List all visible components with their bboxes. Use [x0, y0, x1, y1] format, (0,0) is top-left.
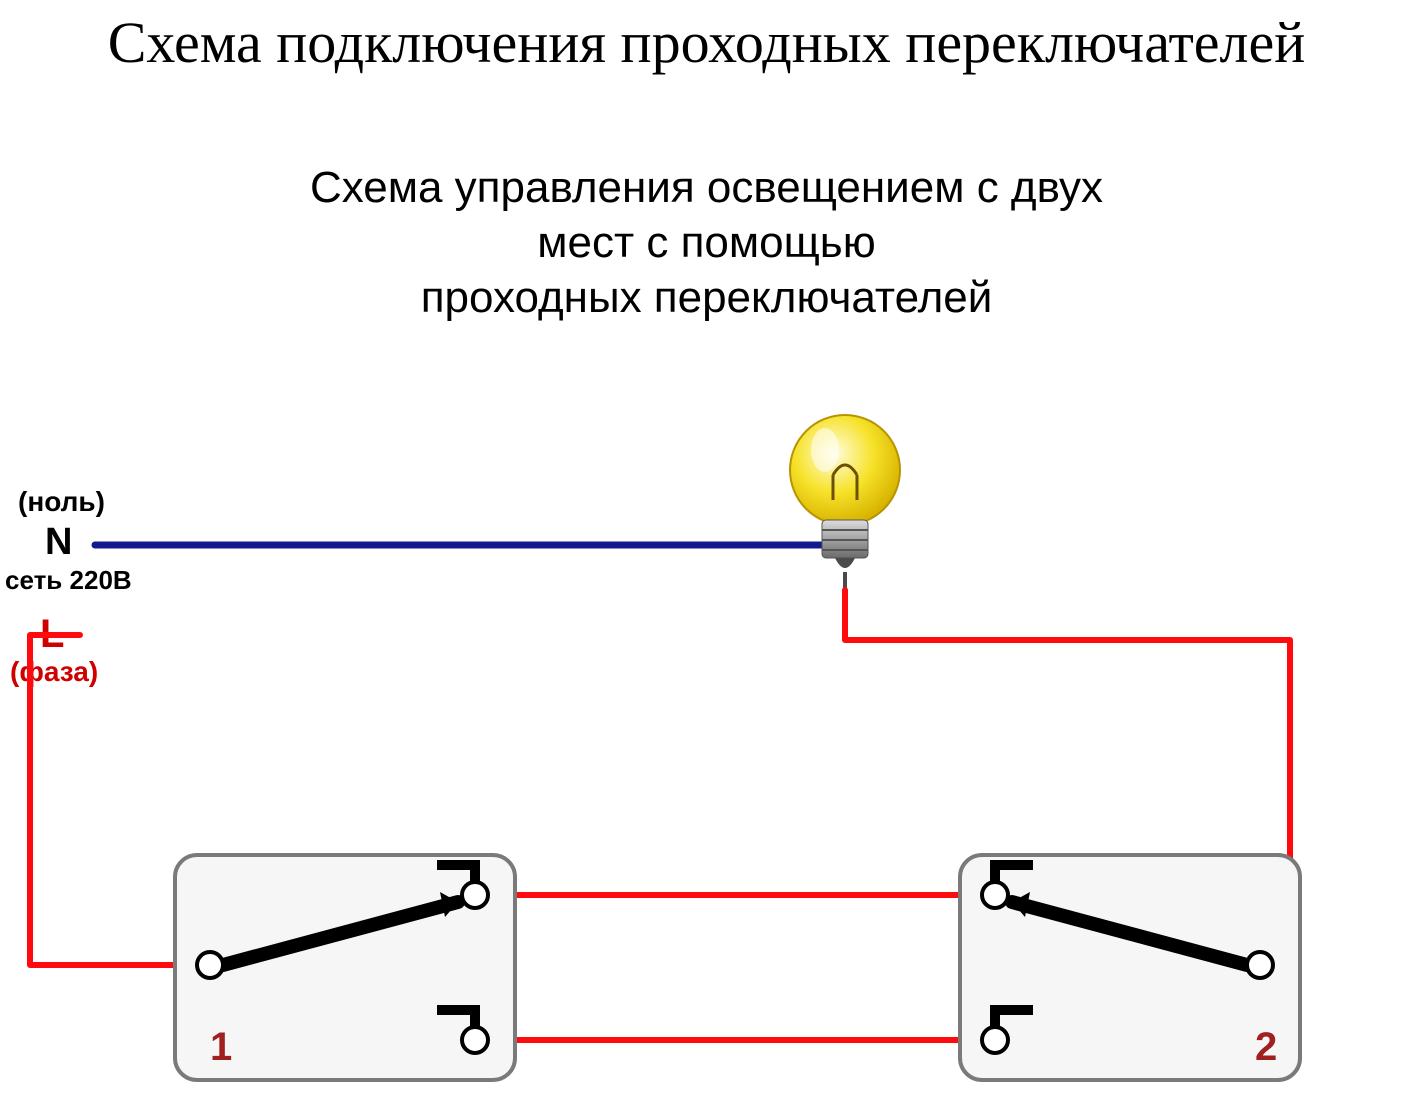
- switch-2: [960, 855, 1300, 1080]
- live-wire-in: [30, 635, 197, 965]
- switch-1-number: 1: [210, 1025, 232, 1070]
- switch-2-number: 2: [1255, 1025, 1277, 1070]
- light-bulb-icon: [790, 415, 900, 590]
- circuit-diagram: [0, 0, 1413, 1116]
- page-root: Схема подключения проходных переключател…: [0, 0, 1413, 1116]
